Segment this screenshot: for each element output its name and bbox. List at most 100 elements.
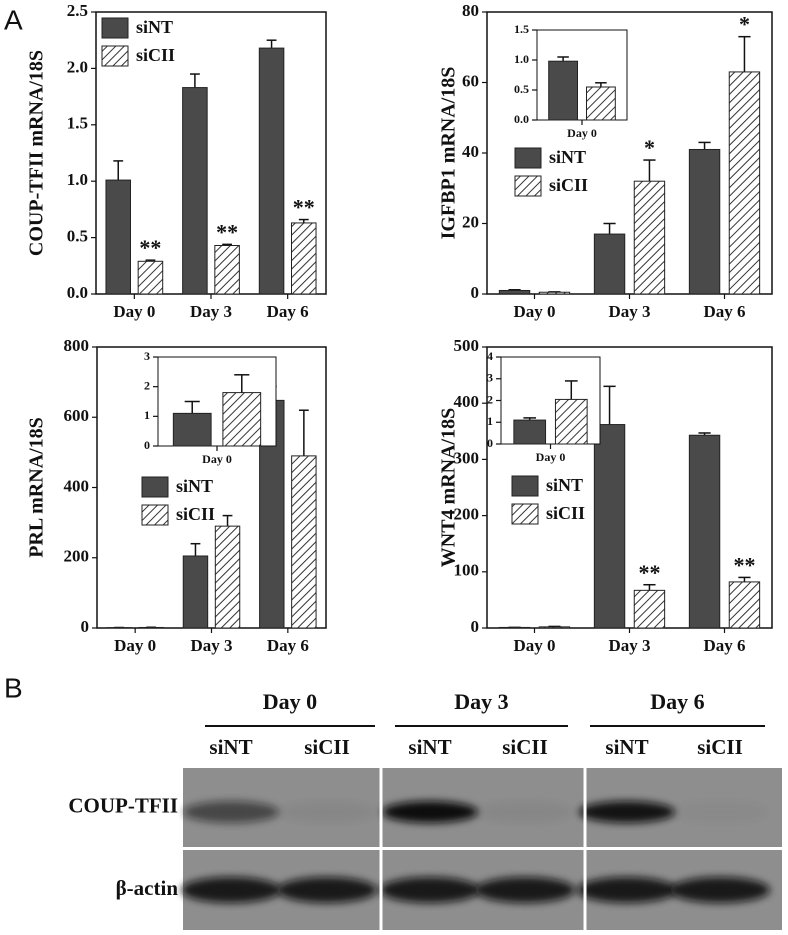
legend-swatch [514, 175, 542, 197]
legend-swatch [511, 475, 539, 497]
bar [105, 179, 131, 295]
bar [513, 419, 547, 445]
x-tick-label: Day 3 [608, 636, 650, 655]
y-tick-label: 200 [64, 547, 90, 566]
blot-band [279, 801, 375, 823]
y-tick-label: 500 [454, 336, 480, 355]
x-tick-label: Day 0 [114, 636, 156, 655]
bar [172, 412, 212, 447]
y-axis-label: WNT4 mRNA/18S [438, 408, 460, 567]
y-tick-label: 0.0 [67, 283, 88, 302]
y-tick-label: 1.5 [67, 114, 88, 133]
x-tick-label: Day 3 [608, 302, 650, 321]
y-tick-label: 2 [144, 378, 150, 392]
bar [538, 626, 571, 629]
blot-band [577, 877, 677, 903]
day-header: Day 0 [263, 689, 317, 714]
bar [728, 71, 761, 295]
bar [222, 392, 262, 447]
legend-label: siNT [546, 475, 583, 495]
y-tick-label: 0 [144, 438, 150, 452]
blot-band [181, 877, 281, 903]
bar [498, 626, 531, 629]
lane-label: siNT [209, 735, 252, 759]
y-tick-label: 300 [454, 448, 480, 467]
significance-mark: ** [733, 552, 755, 577]
bar [593, 233, 626, 295]
bar-chart: 0 20 40 60 80 Day 0 Day 3 Day 6 * * IGFBP1 mRNA/18… [438, 1, 773, 321]
panel-label: B [4, 672, 23, 703]
blot-band [670, 877, 770, 903]
legend-label: siCII [136, 45, 175, 65]
bar [554, 398, 588, 445]
bar [688, 434, 721, 629]
bar [258, 47, 285, 295]
bar [593, 424, 626, 629]
blot-band [183, 801, 279, 823]
inset-chart: 0 1 2 3 4 Day 0 [487, 349, 601, 464]
legend-swatch [511, 503, 539, 525]
significance-mark: ** [638, 560, 660, 585]
lane-label: siNT [605, 735, 648, 759]
bar [688, 148, 721, 295]
y-tick-label: 0.5 [514, 82, 529, 96]
bar [291, 455, 317, 629]
blot-band [579, 801, 675, 823]
bar [586, 86, 616, 121]
y-tick-label: 200 [454, 505, 480, 524]
y-tick-label: 2 [487, 392, 493, 406]
bar [498, 289, 531, 295]
significance-mark: * [644, 135, 655, 160]
x-tick-label: Day 0 [513, 302, 555, 321]
bar [137, 260, 164, 295]
x-tick-label: Day 6 [703, 636, 745, 655]
bar [291, 222, 317, 295]
row-label: β-actin [116, 876, 179, 900]
y-tick-label: 2.5 [67, 1, 88, 20]
day-header: Day 3 [454, 689, 508, 714]
y-tick-label: 0 [487, 436, 493, 450]
y-tick-label: 2.0 [67, 57, 88, 76]
inset-chart: 0 1 2 3 Day 0 [144, 349, 277, 466]
significance-mark: ** [293, 195, 315, 220]
significance-mark: ** [216, 219, 238, 244]
y-tick-label: 1 [487, 414, 493, 428]
y-tick-label: 4 [487, 349, 493, 363]
lane-label: siCII [697, 735, 743, 759]
y-tick-label: 0 [471, 617, 480, 636]
y-tick-label: 1 [144, 408, 150, 422]
y-tick-label: 100 [454, 561, 480, 580]
legend-swatch [101, 45, 129, 67]
legend-label: siCII [546, 503, 585, 523]
x-tick-label: Day 3 [190, 636, 232, 655]
blot-band [672, 801, 768, 823]
legend-label: siNT [549, 147, 586, 167]
y-tick-label: 1.0 [67, 170, 88, 189]
inset-chart: 0.0 0.5 1.0 1.5 Day 0 [514, 22, 628, 140]
y-tick-label: 0 [471, 283, 480, 302]
bar [214, 525, 241, 629]
y-axis-label: COUP-TFII mRNA/18S [26, 50, 48, 256]
y-tick-label: 3 [487, 371, 493, 385]
legend-label: siNT [136, 17, 173, 37]
bar [138, 626, 164, 629]
x-tick-label: Day 0 [536, 450, 566, 464]
bar [538, 291, 571, 295]
row-label: COUP-TFII [68, 793, 178, 817]
bar [633, 180, 666, 295]
bar [728, 581, 761, 629]
y-axis-label: IGFBP1 mRNA/18S [438, 67, 460, 240]
y-tick-label: 600 [64, 406, 90, 425]
x-tick-label: Day 6 [267, 302, 309, 321]
bar [214, 244, 240, 295]
y-tick-label: 0 [81, 617, 90, 636]
bar [182, 555, 209, 629]
plot-frame [95, 11, 327, 295]
bar [633, 589, 666, 629]
y-tick-label: 400 [64, 476, 90, 495]
legend-label: siNT [176, 476, 213, 496]
bar-chart: 0 100 200 300 400 500 Day 0 Day 3 Day 6 ** ** WNT4 … [438, 336, 773, 655]
y-tick-label: 400 [454, 392, 480, 411]
y-tick-label: 0.0 [514, 112, 529, 126]
